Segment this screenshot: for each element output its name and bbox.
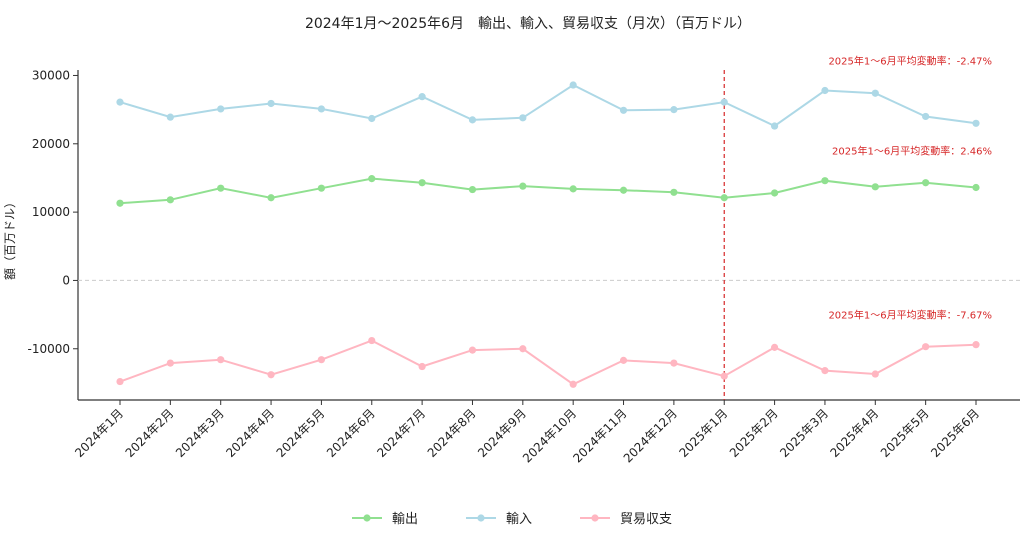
data-point-貿易収支 — [770, 343, 779, 351]
data-point-貿易収支 — [821, 367, 829, 375]
x-tick-label: 2025年5月 — [878, 406, 932, 460]
data-point-貿易収支 — [720, 372, 728, 380]
data-point-輸出 — [317, 184, 326, 192]
data-point-貿易収支 — [166, 359, 174, 367]
annotation-輸出: 2025年1〜6月平均変動率：2.46% — [832, 145, 992, 158]
x-tick-label: 2025年1月 — [676, 406, 730, 460]
legend-label-輸入: 輸入 — [506, 512, 532, 527]
data-point-輸出 — [972, 183, 980, 192]
data-point-貿易収支 — [368, 336, 376, 345]
data-point-貿易収支 — [519, 345, 527, 353]
data-point-輸入 — [871, 89, 879, 97]
y-tick-label: 0 — [62, 273, 70, 287]
data-point-輸出 — [670, 188, 678, 196]
data-point-貿易収支 — [116, 377, 124, 386]
plot-area: -1000001000020000300002024年1月2024年2月2024… — [27, 54, 1020, 465]
data-point-輸出 — [720, 194, 728, 202]
x-tick-label: 2024年3月 — [173, 406, 227, 460]
data-point-輸出 — [267, 194, 275, 202]
y-tick-label: 20000 — [32, 137, 70, 151]
data-point-貿易収支 — [922, 343, 930, 351]
data-point-輸出 — [770, 189, 779, 197]
data-point-輸出 — [569, 185, 577, 193]
data-point-輸入 — [116, 98, 124, 106]
x-tick-label: 2025年3月 — [777, 406, 831, 460]
data-point-輸出 — [418, 179, 426, 187]
data-point-輸出 — [871, 183, 879, 191]
data-point-輸入 — [267, 99, 275, 108]
annotation-貿易収支: 2025年1〜6月平均変動率：-7.67% — [828, 309, 992, 322]
x-tick-label: 2024年7月 — [374, 406, 428, 460]
series-line-輸出 — [119, 177, 977, 205]
x-tick-label: 2024年9月 — [475, 406, 529, 460]
data-point-輸入 — [821, 86, 829, 95]
x-tick-label: 2024年5月 — [274, 406, 328, 460]
data-point-輸入 — [569, 81, 577, 89]
data-point-貿易収支 — [871, 370, 879, 378]
data-point-貿易収支 — [619, 356, 628, 364]
data-point-貿易収支 — [670, 359, 678, 367]
legend-marker-貿易収支 — [591, 514, 599, 522]
x-tick-label: 2024年8月 — [425, 406, 479, 460]
data-point-貿易収支 — [217, 356, 225, 364]
data-point-輸入 — [519, 114, 527, 122]
data-point-輸入 — [670, 106, 678, 114]
data-point-輸入 — [972, 119, 980, 127]
y-tick-label: 10000 — [32, 205, 70, 219]
data-point-輸入 — [317, 105, 326, 113]
data-point-輸入 — [166, 113, 174, 121]
annotation-輸入: 2025年1〜6月平均変動率：-2.47% — [828, 54, 992, 67]
data-point-輸出 — [368, 175, 376, 183]
data-point-輸入 — [720, 98, 728, 106]
legend-label-貿易収支: 貿易収支 — [620, 512, 672, 527]
data-point-輸入 — [368, 114, 376, 123]
data-point-輸出 — [821, 177, 829, 185]
data-point-輸入 — [217, 105, 225, 113]
data-point-貿易収支 — [418, 362, 426, 371]
data-point-輸出 — [922, 179, 930, 187]
legend[interactable]: 輸出 輸入 貿易収支 — [352, 512, 672, 527]
data-point-輸入 — [770, 122, 779, 130]
x-tick-label: 2025年2月 — [727, 406, 781, 460]
legend-marker-輸出 — [363, 514, 371, 522]
x-tick-label: 2024年6月 — [324, 406, 378, 460]
data-point-貿易収支 — [468, 346, 477, 354]
data-point-輸出 — [217, 184, 225, 192]
y-tick-label: 30000 — [32, 68, 70, 82]
x-tick-label: 2024年2月 — [123, 406, 177, 460]
x-tick-label: 2024年4月 — [223, 406, 277, 460]
x-tick-label: 2025年4月 — [828, 406, 882, 460]
y-axis-label: 額（百万ドル） — [3, 196, 17, 280]
data-point-貿易収支 — [267, 371, 275, 379]
data-point-貿易収支 — [972, 341, 980, 349]
chart-title: 2024年1月〜2025年6月 輸出、輸入、貿易収支（月次）（百万ドル） — [305, 16, 751, 32]
y-tick-label: -10000 — [27, 342, 70, 356]
legend-label-輸出: 輸出 — [392, 512, 418, 527]
data-point-輸出 — [619, 186, 628, 194]
data-point-輸入 — [922, 112, 930, 121]
data-point-輸入 — [418, 93, 426, 101]
data-point-輸出 — [166, 196, 174, 204]
data-point-輸入 — [619, 106, 628, 114]
legend-marker-輸入 — [477, 514, 485, 522]
data-point-輸出 — [116, 199, 124, 207]
x-tick-label: 2024年12月 — [621, 406, 680, 465]
series-line-輸入 — [119, 83, 977, 128]
data-point-貿易収支 — [569, 380, 577, 388]
x-tick-label: 2025年6月 — [928, 406, 982, 460]
data-point-輸入 — [468, 116, 477, 124]
data-point-輸出 — [468, 185, 477, 194]
series-line-貿易収支 — [119, 339, 977, 386]
x-tick-label: 2024年1月 — [72, 406, 126, 460]
data-point-輸出 — [519, 182, 527, 190]
data-point-貿易収支 — [317, 356, 326, 364]
